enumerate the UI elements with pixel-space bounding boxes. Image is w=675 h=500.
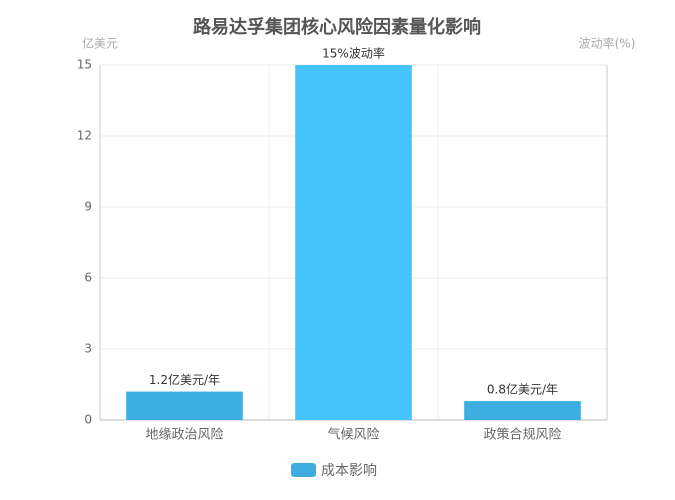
y-tick-label: 6 — [84, 271, 92, 285]
data-label: 1.2亿美元/年 — [149, 372, 220, 387]
legend-label: 成本影响 — [321, 463, 377, 479]
y2-axis-label: 波动率(%) — [579, 36, 636, 51]
chart-title: 路易达孚集团核心风险因素量化影响 — [193, 16, 481, 38]
y-tick-label: 12 — [77, 129, 92, 143]
bar — [295, 65, 412, 420]
x-tick-label: 地缘政治风险 — [145, 428, 223, 443]
y-tick-label: 15 — [77, 58, 92, 72]
x-tick-label: 气候风险 — [327, 427, 379, 443]
data-label: 15%波动率 — [322, 46, 385, 61]
legend-swatch — [291, 463, 316, 477]
data-label: 0.8亿美元/年 — [487, 382, 558, 397]
bar — [126, 391, 243, 420]
bar — [464, 401, 581, 420]
x-tick-label: 政策合规风险 — [483, 427, 561, 443]
y-tick-label: 9 — [84, 200, 92, 214]
y-tick-label: 3 — [84, 342, 92, 356]
y-axis-label: 亿美元 — [82, 36, 118, 51]
y-tick-label: 0 — [84, 413, 92, 427]
